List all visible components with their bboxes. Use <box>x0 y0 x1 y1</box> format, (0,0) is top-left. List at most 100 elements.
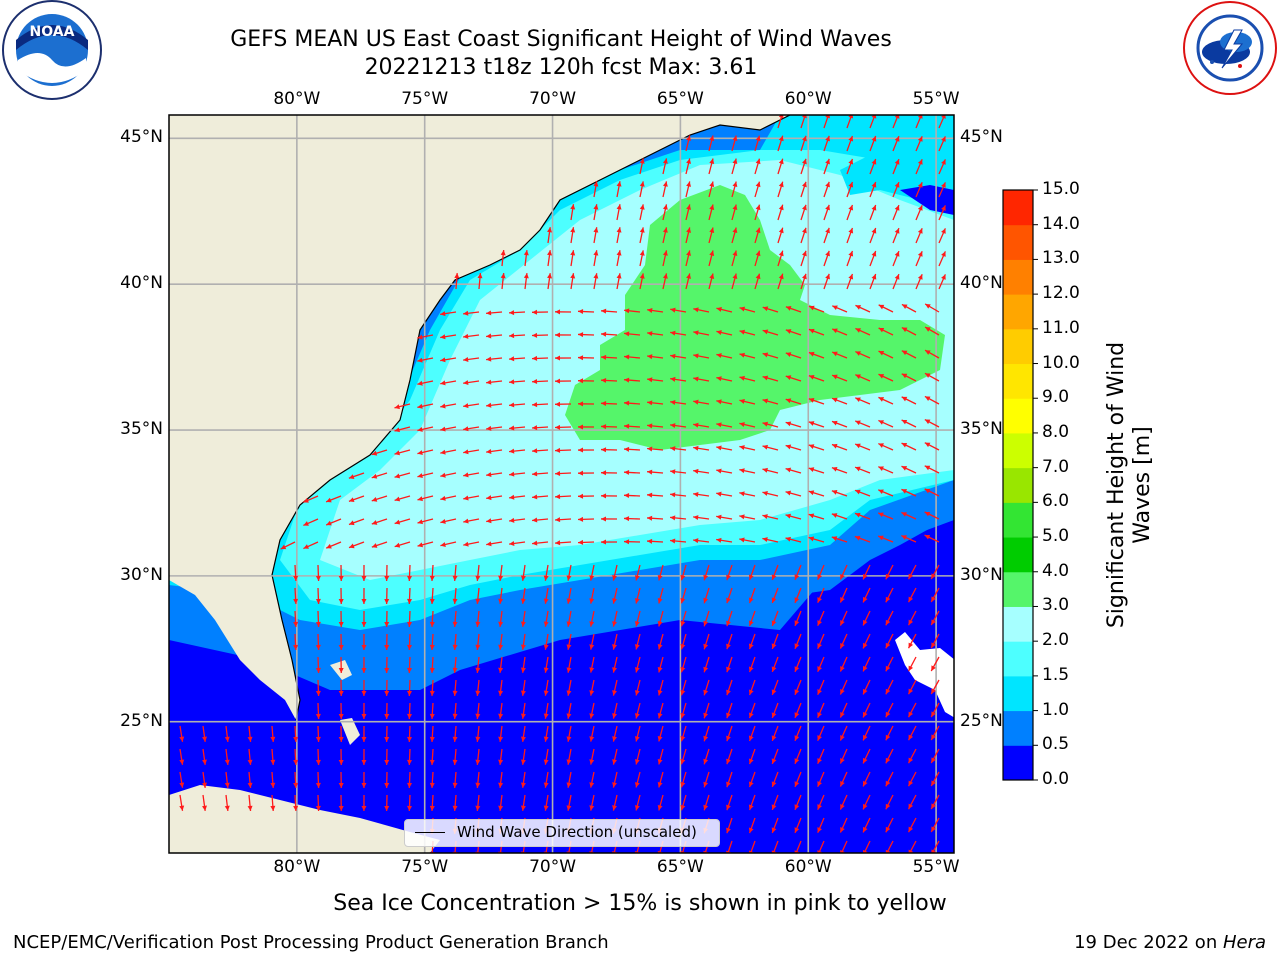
wave-direction-arrowhead <box>384 782 390 788</box>
wave-direction-arrowhead <box>863 642 868 649</box>
wave-direction-arrowhead <box>878 466 884 471</box>
wave-direction-arrowhead <box>452 690 458 696</box>
wave-direction-arrowhead <box>808 513 815 519</box>
lat-label-right: 40°N <box>960 273 1003 294</box>
wave-direction-arrowhead <box>941 228 946 234</box>
wave-direction-arrowhead <box>802 158 807 165</box>
wave-direction-arrowhead <box>315 782 321 788</box>
wave-direction-arrowhead <box>463 333 469 339</box>
wave-direction-arrowhead <box>894 159 900 165</box>
colorbar-frame <box>1002 189 1034 781</box>
wave-direction-arrowhead <box>878 304 885 310</box>
wave-direction-arrowhead <box>202 805 207 811</box>
wave-direction-arrowhead <box>589 667 595 673</box>
wave-direction-arrowhead <box>848 181 854 188</box>
wave-direction-arrowhead <box>440 357 446 363</box>
wave-direction-arrowhead <box>917 136 923 142</box>
colorbar-segment <box>1003 606 1033 642</box>
wave-direction-arrowhead <box>739 491 745 497</box>
plot-title-line1: GEFS MEAN US East Coast Significant Heig… <box>230 27 892 52</box>
wave-direction-arrowhead <box>315 736 321 742</box>
wave-direction-arrowhead <box>634 805 640 811</box>
wave-direction-arrowhead <box>917 159 923 165</box>
wave-direction-arrowhead <box>532 355 538 361</box>
wave-direction-arrowhead <box>361 713 367 719</box>
colorbar-tick-label: 9.0 <box>1042 387 1070 408</box>
wave-direction-arrowhead <box>871 205 877 211</box>
wave-direction-arrowhead <box>520 621 526 627</box>
wave-direction-arrowhead <box>739 352 745 358</box>
wave-direction-arrowhead <box>925 350 931 355</box>
wave-direction-arrowhead <box>732 181 738 188</box>
wave-direction-arrowhead <box>293 621 299 627</box>
wave-direction-arrowhead <box>578 355 584 361</box>
wave-direction-arrowhead <box>686 227 691 233</box>
wave-direction-arrowhead <box>662 227 668 233</box>
wave-direction-arrowhead <box>338 690 344 696</box>
wave-direction-arrowhead <box>634 690 640 696</box>
wave-direction-arrowhead <box>601 308 607 314</box>
wave-direction-arrowhead <box>429 759 435 765</box>
wave-direction-arrowhead <box>878 351 885 356</box>
footer-date: 19 Dec 2022 on <box>1074 932 1223 953</box>
wave-direction-arrowhead <box>726 735 731 742</box>
wave-direction-arrowhead <box>429 644 435 650</box>
wave-direction-arrowhead <box>407 667 413 673</box>
wave-direction-arrowhead <box>755 181 761 188</box>
wave-direction-arrowhead <box>326 497 332 503</box>
wave-direction-arrowhead <box>855 305 862 310</box>
wave-direction-arrowhead <box>863 803 868 810</box>
wave-direction-arrowhead <box>716 445 722 451</box>
colorbar-segment <box>1003 641 1033 677</box>
wave-direction-arrow <box>840 840 848 853</box>
wave-direction-arrowhead <box>832 351 838 357</box>
wave-direction-arrowhead <box>762 352 769 358</box>
wave-direction-arrowhead <box>885 619 891 626</box>
wave-direction-arrowhead <box>624 539 630 545</box>
wave-direction-arrowhead <box>417 519 423 525</box>
wave-direction-arrowhead <box>709 135 715 141</box>
wave-direction-arrowhead <box>748 574 754 581</box>
wave-direction-arrowhead <box>894 251 900 257</box>
wave-direction-arrowhead <box>662 181 668 187</box>
colorbar-segment <box>1003 537 1033 573</box>
wave-direction-arrowhead <box>931 573 936 580</box>
wave-direction-arrowhead <box>794 689 800 695</box>
wave-direction-arrowhead <box>566 805 572 811</box>
wave-direction-arrowhead <box>925 327 931 332</box>
wave-direction-arrowhead <box>589 805 595 811</box>
wave-direction-arrowhead <box>680 781 686 788</box>
wave-direction-arrowhead <box>785 306 792 311</box>
wave-direction-arrowhead <box>831 443 838 449</box>
wave-direction-arrowhead <box>854 535 861 541</box>
wave-direction-arrowhead <box>578 493 584 499</box>
wave-direction-arrowhead <box>855 374 861 379</box>
wave-direction-arrowhead <box>771 735 777 741</box>
wave-direction-arrowhead <box>831 536 838 541</box>
wave-direction-arrowhead <box>832 397 838 403</box>
wave-direction-arrowhead <box>566 667 572 673</box>
wave-direction-arrowhead <box>601 331 607 337</box>
wave-direction-arrowhead <box>924 535 931 540</box>
wave-direction-arrowhead <box>871 274 877 280</box>
wave-direction-arrowhead <box>384 690 390 696</box>
colorbar-segment <box>1003 224 1033 260</box>
wave-direction-arrowhead <box>771 689 777 695</box>
wave-direction-arrowhead <box>703 781 709 788</box>
wave-direction-arrowhead <box>593 204 599 210</box>
wave-direction-arrowhead <box>555 355 561 361</box>
wave-direction-arrowhead <box>808 490 815 496</box>
wave-direction-arrowhead <box>486 402 492 408</box>
wave-direction-arrowhead <box>338 598 344 604</box>
wave-direction-arrowhead <box>639 250 645 256</box>
colorbar-tick-label: 0.5 <box>1042 734 1070 755</box>
wave-direction-arrowhead <box>293 759 299 765</box>
wave-direction-arrowhead <box>931 757 936 764</box>
colorbar-segment <box>1003 710 1033 746</box>
wave-direction-arrowhead <box>348 497 355 503</box>
wave-direction-arrowhead <box>670 469 676 475</box>
wave-direction-arrowhead <box>394 404 400 410</box>
wave-direction-arrowhead <box>338 621 344 627</box>
wave-direction-arrowhead <box>808 444 815 449</box>
wave-direction-arrowhead <box>486 310 492 316</box>
